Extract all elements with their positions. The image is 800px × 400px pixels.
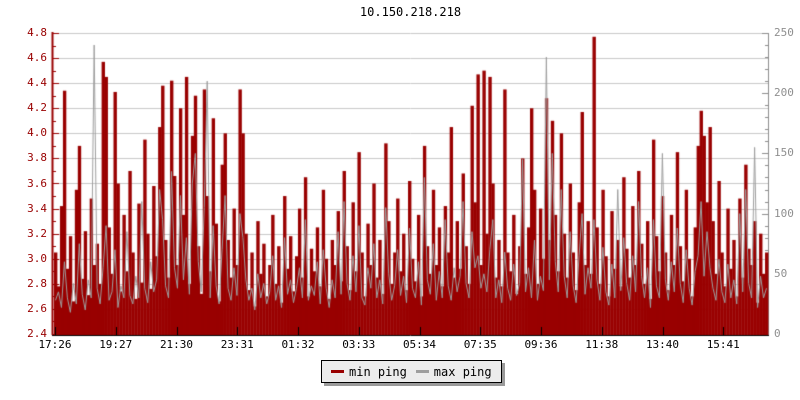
y-left-tick-label: 4.8 <box>27 26 47 39</box>
y-right-tick-label: 150 <box>774 146 794 160</box>
y-left-tick-label: 4.4 <box>27 76 47 90</box>
x-tick-label: 03:33 <box>342 338 376 351</box>
x-tick-label: 05:34 <box>402 338 437 351</box>
y-right-tick-label: 200 <box>774 86 794 100</box>
x-tick-label: 13:40 <box>645 338 680 351</box>
x-tick-label: 15:41 <box>706 338 740 351</box>
y-right-tick-label: 50 <box>774 266 788 280</box>
y-left-tick-label: 2.4 <box>27 327 47 340</box>
y-left-tick-label: 3.6 <box>27 176 47 190</box>
x-tick-label: 07:35 <box>463 338 497 351</box>
y-right-tick-label: 250 <box>774 26 794 39</box>
y-left-tick-label: 2.8 <box>27 276 47 290</box>
y-left-tick-label: 3.4 <box>27 201 47 215</box>
x-tick-label: 01:32 <box>281 338 315 351</box>
y-left-tick-label: 4.2 <box>27 101 47 115</box>
x-tick-label: 17:26 <box>38 338 72 351</box>
x-tick-label: 11:38 <box>585 338 619 351</box>
legend-label-min-ping: min ping <box>349 364 407 379</box>
y-left-tick-label: 3.8 <box>27 151 47 165</box>
x-tick-label: 09:36 <box>524 338 558 351</box>
max-ping-swatch-icon <box>415 370 429 373</box>
legend-item-max-ping: max ping <box>415 364 492 379</box>
x-tick-label: 21:30 <box>159 338 194 351</box>
legend-label-max-ping: max ping <box>433 364 492 379</box>
y-left-tick-label: 3.0 <box>27 251 47 265</box>
y-right-tick-label: 0 <box>774 327 781 340</box>
chart-legend: min ping max ping <box>321 360 502 383</box>
min-ping-swatch-icon <box>331 370 344 373</box>
y-left-tick-label: 4.0 <box>27 126 47 140</box>
x-tick-label: 23:31 <box>220 338 254 351</box>
y-right-tick-label: 100 <box>774 206 794 220</box>
y-left-tick-label: 3.2 <box>27 226 47 240</box>
legend-item-min-ping: min ping <box>331 365 407 379</box>
y-left-tick-label: 2.6 <box>27 301 47 315</box>
x-tick-label: 19:27 <box>99 338 133 351</box>
y-left-tick-label: 4.6 <box>27 51 47 65</box>
